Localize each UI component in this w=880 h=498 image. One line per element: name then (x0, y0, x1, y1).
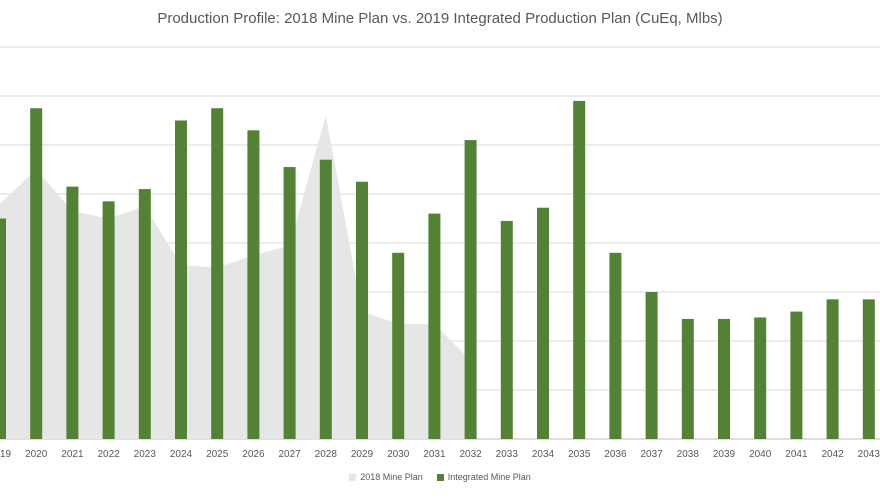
x-tick-label: 2031 (423, 449, 446, 460)
bar-2025 (211, 108, 224, 439)
bar-2033 (500, 220, 513, 439)
x-tick-label: 2036 (604, 449, 627, 460)
bar-2041 (790, 311, 803, 439)
x-tick-label: 2025 (206, 449, 229, 460)
bar-2043 (862, 299, 875, 439)
x-tick-label: 2026 (242, 449, 265, 460)
x-tick-label: 2042 (821, 449, 844, 460)
x-tick-label: 19 (0, 449, 12, 460)
x-tick-label: 2021 (61, 449, 84, 460)
legend-swatch-integrated-mine-plan (436, 473, 444, 481)
x-tick-label: 2039 (713, 449, 736, 460)
legend-item-2018-mine-plan[interactable]: 2018 Mine Plan (349, 472, 423, 482)
x-tick-label: 2037 (640, 449, 663, 460)
area-2018-mine-plan (0, 115, 471, 439)
bar-2032 (464, 140, 477, 439)
x-tick-label: 2041 (785, 449, 808, 460)
x-tick-label: 2043 (858, 449, 880, 460)
bar-2026 (247, 130, 260, 440)
bar-2040 (754, 317, 767, 439)
x-tick-label: 2029 (351, 449, 374, 460)
x-tick-label: 2040 (749, 449, 772, 460)
x-tick-label: 2024 (170, 449, 193, 460)
x-tick-label: 2034 (532, 449, 555, 460)
x-tick-label: 2033 (496, 449, 519, 460)
x-tick-label: 2038 (677, 449, 700, 460)
bar-2024 (175, 120, 187, 439)
bar-2019 (0, 218, 6, 439)
bar-2030 (392, 252, 405, 439)
legend-label-2018-mine-plan: 2018 Mine Plan (360, 472, 423, 482)
x-tick-label: 2032 (459, 449, 482, 460)
x-tick-label: 2022 (97, 449, 120, 460)
bar-2039 (718, 318, 730, 439)
bar-2037 (645, 292, 658, 439)
bar-2034 (537, 207, 549, 439)
legend-swatch-2018-mine-plan (349, 473, 357, 481)
bar-series-integrated-mine-plan (0, 100, 875, 440)
bar-2020 (30, 108, 43, 439)
bar-2042 (826, 299, 839, 439)
bar-2027 (283, 167, 296, 440)
area-series-2018-mine-plan (0, 115, 471, 439)
legend-item-integrated-mine-plan[interactable]: Integrated Mine Plan (436, 472, 531, 482)
bar-2023 (138, 189, 151, 439)
bar-2028 (319, 159, 332, 439)
legend: 2018 Mine Plan Integrated Mine Plan (0, 472, 880, 482)
bar-2036 (609, 252, 622, 439)
x-tick-label: 2020 (25, 449, 48, 460)
x-tick-label: 2035 (568, 449, 591, 460)
x-tick-label: 2028 (315, 449, 338, 460)
legend-label-integrated-mine-plan: Integrated Mine Plan (447, 472, 531, 482)
chart-title: Production Profile: 2018 Mine Plan vs. 2… (157, 10, 723, 27)
bar-2031 (428, 213, 441, 439)
x-tick-label: 2027 (278, 449, 301, 460)
bar-2022 (102, 201, 115, 439)
x-axis-ticks: 19 2020 2021 2022 2023 2024 2025 2026 2027 2028 20… (0, 449, 880, 460)
bar-2029 (356, 181, 368, 439)
x-tick-label: 2030 (387, 449, 410, 460)
x-tick-label: 2023 (134, 449, 157, 460)
bar-2035 (573, 100, 586, 440)
bar-2021 (66, 186, 79, 439)
bar-2038 (681, 318, 694, 439)
